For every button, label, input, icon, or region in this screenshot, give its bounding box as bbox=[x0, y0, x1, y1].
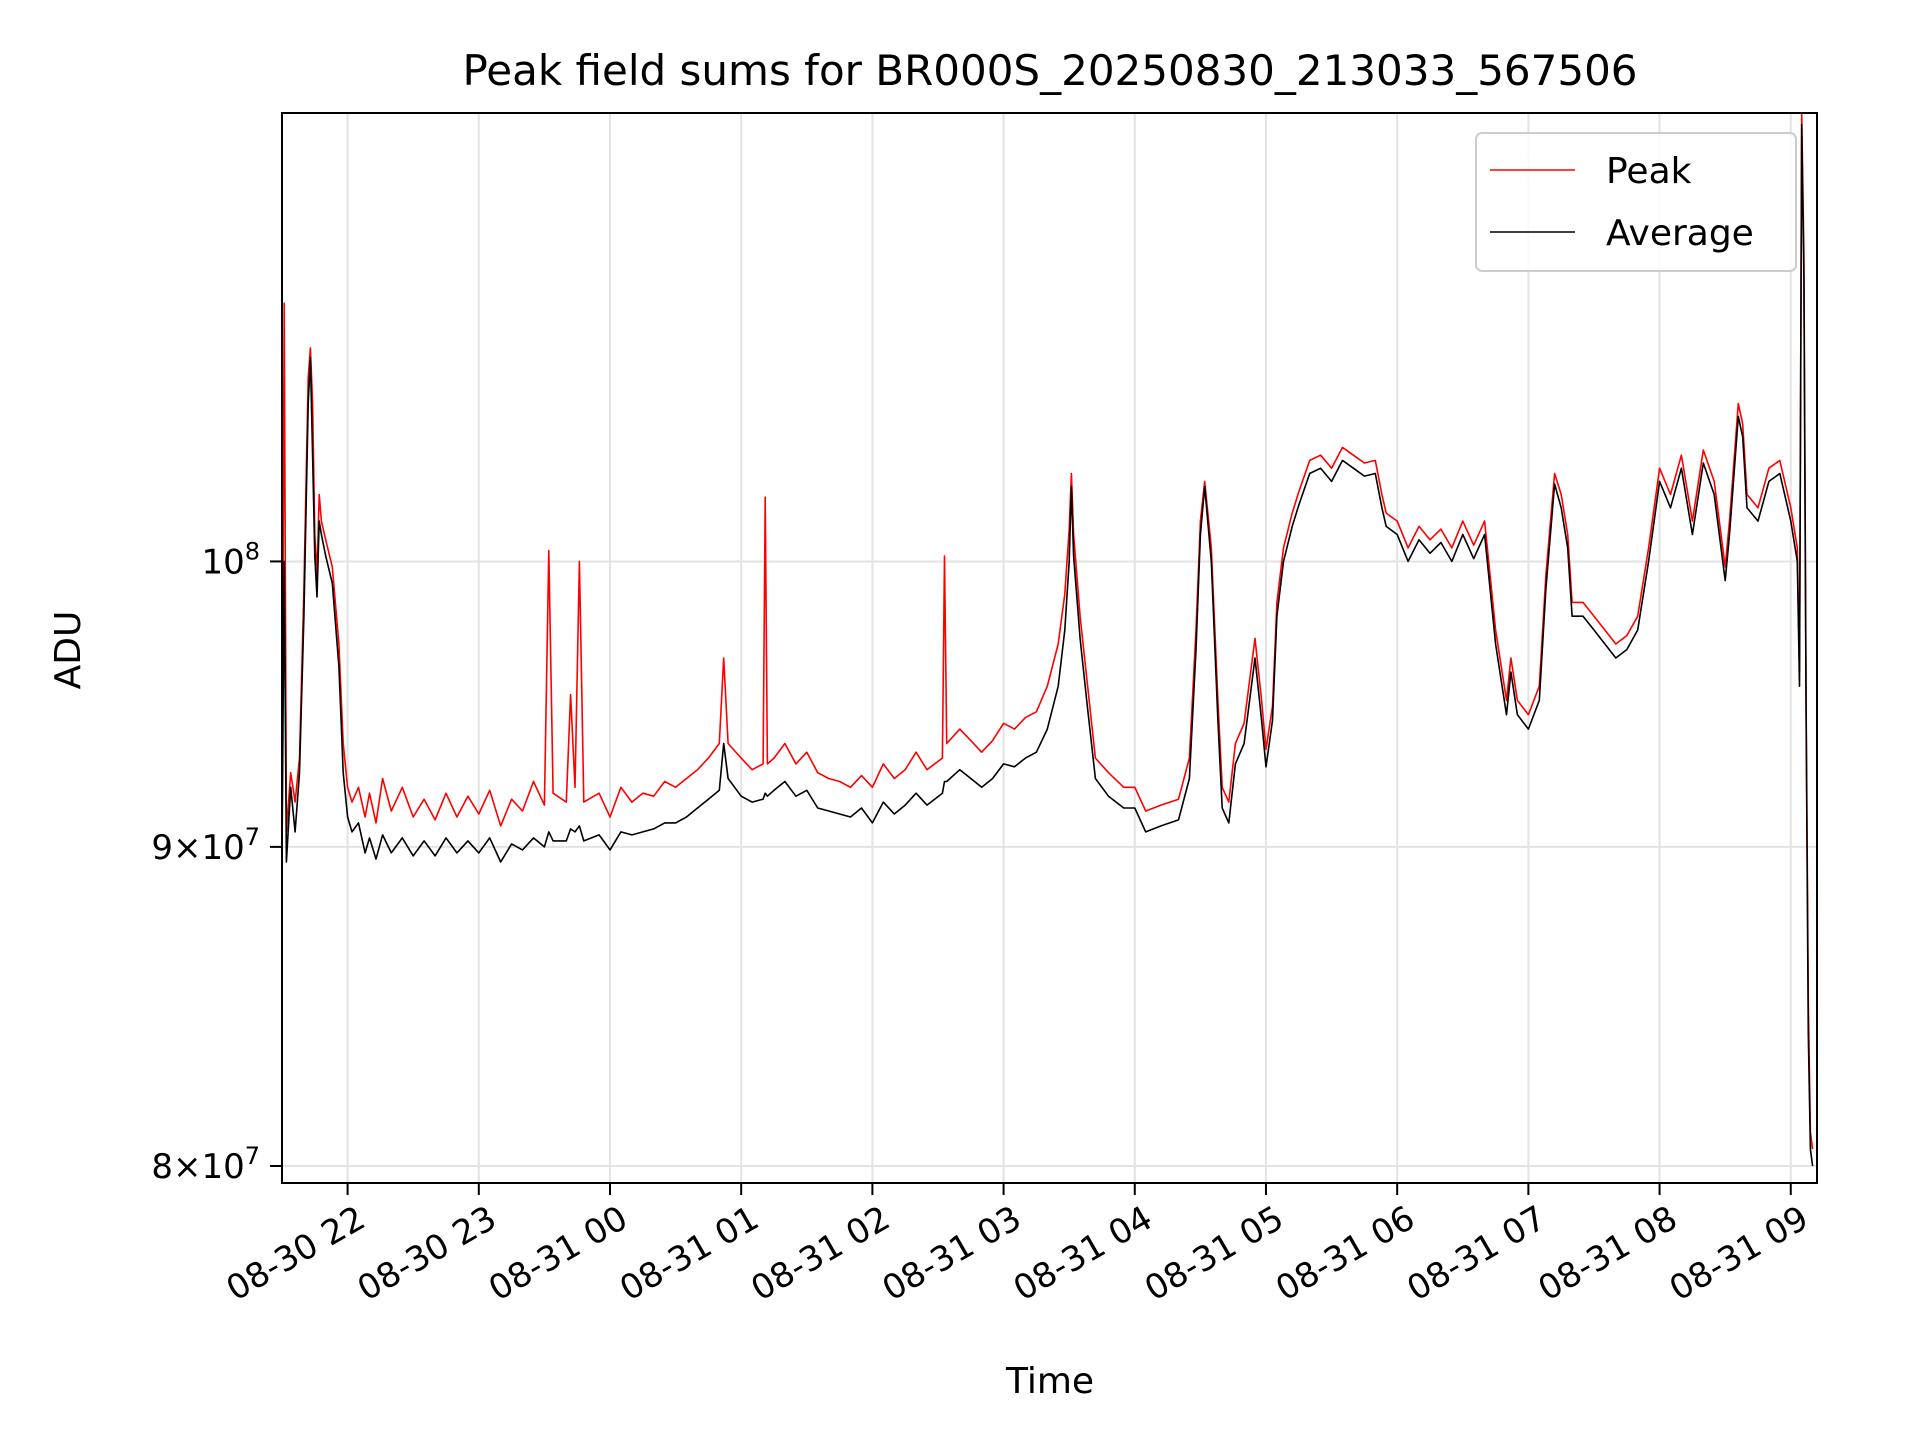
chart-title: Peak field sums for BR000S_20250830_2130… bbox=[462, 46, 1637, 95]
legend: Peak Average bbox=[1475, 132, 1797, 272]
y-tick-label: 9×107 bbox=[151, 823, 260, 868]
plot-area bbox=[281, 112, 1814, 1167]
y-tick-label: 8×107 bbox=[151, 1142, 260, 1187]
plot-frame bbox=[281, 112, 1818, 1184]
legend-label-peak: Peak bbox=[1606, 151, 1692, 192]
legend-box bbox=[1475, 132, 1797, 272]
y-axis-label: ADU bbox=[48, 611, 89, 690]
grid bbox=[282, 113, 1817, 1183]
series-line-peak bbox=[281, 112, 1814, 1150]
x-axis-label: Time bbox=[1005, 1361, 1094, 1402]
series-line-average bbox=[281, 123, 1814, 1167]
legend-label-average: Average bbox=[1606, 213, 1754, 254]
